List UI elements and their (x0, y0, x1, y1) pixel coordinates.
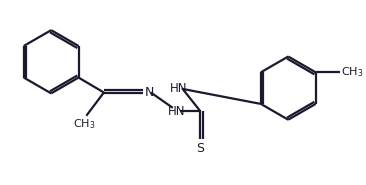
Text: HN: HN (168, 105, 185, 118)
Text: HN: HN (170, 82, 187, 95)
Text: CH$_3$: CH$_3$ (341, 65, 363, 79)
Text: N: N (145, 86, 154, 99)
Text: CH$_3$: CH$_3$ (73, 117, 96, 131)
Text: S: S (197, 142, 205, 155)
